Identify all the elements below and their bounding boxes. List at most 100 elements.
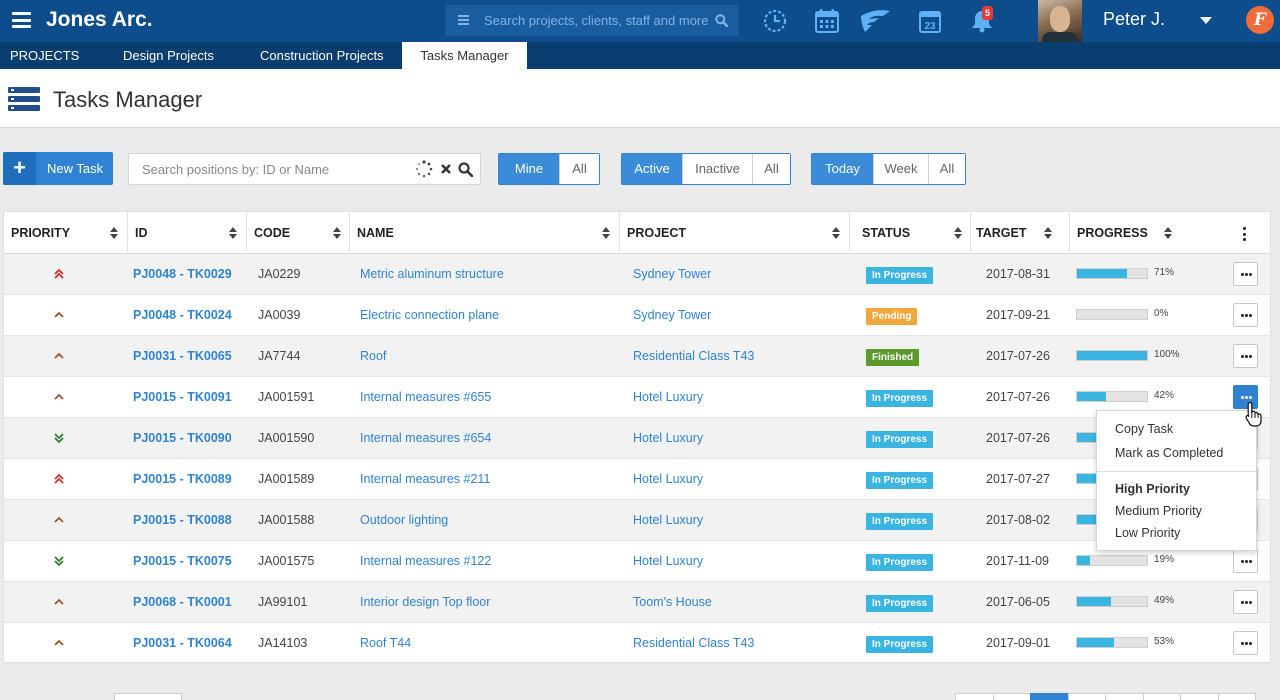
filter-state-all[interactable]: All <box>752 154 790 184</box>
task-id-link[interactable]: PJ0015 - TK0088 <box>133 513 232 527</box>
column-header-code[interactable]: CODE <box>246 212 349 254</box>
menu-mark-completed[interactable]: Mark as Completed <box>1115 446 1224 460</box>
project-link[interactable]: Hotel Luxury <box>633 554 704 568</box>
avatar[interactable] <box>1038 0 1082 42</box>
column-header-name[interactable]: NAME <box>349 212 619 254</box>
column-header-priority[interactable]: PRIORITY <box>4 212 127 254</box>
task-name-link[interactable]: Internal measures #655 <box>360 390 492 404</box>
page-button[interactable] <box>1180 693 1219 700</box>
menu-medium-priority[interactable]: Medium Priority <box>1115 504 1202 518</box>
project-link[interactable]: Hotel Luxury <box>633 390 704 404</box>
global-search-placeholder[interactable]: Search projects, clients, staff and more <box>484 13 709 28</box>
column-header-project[interactable]: PROJECT <box>619 212 849 254</box>
new-task-button[interactable]: + New Task <box>3 152 113 185</box>
column-header-status[interactable]: STATUS <box>849 212 970 254</box>
row-actions-button[interactable] <box>1233 385 1258 409</box>
page-button[interactable] <box>1105 693 1144 700</box>
task-name-link[interactable]: Metric aluminum structure <box>360 267 504 281</box>
task-id-link[interactable]: PJ0048 - TK0029 <box>133 267 232 281</box>
project-link[interactable]: Residential Class T43 <box>633 349 755 363</box>
project-link[interactable]: Hotel Luxury <box>633 513 704 527</box>
sort-icon[interactable] <box>1164 227 1172 239</box>
project-link[interactable]: Hotel Luxury <box>633 431 704 445</box>
page-button[interactable] <box>1217 693 1256 700</box>
menu-copy-task[interactable]: Copy Task <box>1115 422 1174 436</box>
column-header-progress[interactable]: PROGRESS <box>1069 212 1270 254</box>
search-icon[interactable] <box>715 14 728 27</box>
row-actions-button[interactable] <box>1233 303 1258 327</box>
task-id-link[interactable]: PJ0031 - TK0064 <box>133 636 232 650</box>
task-name-link[interactable]: Outdoor lighting <box>360 513 449 527</box>
task-search-input[interactable] <box>129 154 409 184</box>
task-id-link[interactable]: PJ0048 - TK0024 <box>133 308 232 322</box>
table-row[interactable]: PJ0048 - TK0024 JA0039 Electric connection… <box>4 295 1270 336</box>
filter-active[interactable]: Active <box>622 154 682 184</box>
search-icon[interactable] <box>458 162 473 177</box>
kebab-icon[interactable] <box>1243 227 1247 241</box>
page-button[interactable] <box>1067 693 1106 700</box>
calendar-day-icon[interactable]: 23 <box>919 8 941 34</box>
table-row[interactable]: PJ0048 - TK0029 JA0229 Metric aluminum str… <box>4 254 1270 295</box>
table-row[interactable]: PJ0031 - TK0065 JA7744 Roof Residential Cla… <box>4 336 1270 377</box>
project-link[interactable]: Sydney Tower <box>633 267 712 281</box>
sort-icon[interactable] <box>954 227 962 239</box>
sort-icon[interactable] <box>333 227 341 239</box>
page-button[interactable] <box>955 693 994 700</box>
task-name-link[interactable]: Interior design Top floor <box>360 595 491 609</box>
project-link[interactable]: Sydney Tower <box>633 308 712 322</box>
filter-inactive[interactable]: Inactive <box>682 154 752 184</box>
column-header-target[interactable]: TARGET <box>970 212 1069 254</box>
sort-icon[interactable] <box>110 227 118 239</box>
task-name-link[interactable]: Roof <box>360 349 387 363</box>
filter-today[interactable]: Today <box>812 154 873 184</box>
caret-down-icon[interactable] <box>1200 17 1212 24</box>
sort-icon[interactable] <box>832 227 840 239</box>
page-size-select[interactable] <box>114 693 182 700</box>
menu-high-priority[interactable]: High Priority <box>1115 482 1191 496</box>
clear-icon[interactable] <box>440 163 452 175</box>
task-name-link[interactable]: Internal measures #654 <box>360 431 492 445</box>
sort-icon[interactable] <box>229 227 237 239</box>
filter-time-all[interactable]: All <box>928 154 965 184</box>
task-name-link[interactable]: Roof T44 <box>360 636 412 650</box>
menu-icon[interactable] <box>12 12 31 28</box>
task-id-link[interactable]: PJ0015 - TK0089 <box>133 472 232 486</box>
wing-icon[interactable] <box>859 8 891 34</box>
clock-icon[interactable] <box>761 8 789 34</box>
column-header-id[interactable]: ID <box>127 212 246 254</box>
task-id-link[interactable]: PJ0015 - TK0090 <box>133 431 232 445</box>
tab-tasks-manager[interactable]: Tasks Manager <box>402 42 527 69</box>
calendar-icon[interactable] <box>815 8 839 34</box>
sort-icon[interactable] <box>1044 227 1052 239</box>
row-actions-button[interactable] <box>1233 631 1258 655</box>
row-actions-button[interactable] <box>1233 549 1258 573</box>
task-id-link[interactable]: PJ0015 - TK0091 <box>133 390 232 404</box>
table-row[interactable]: PJ0015 - TK0089 JA001589 Internal measures… <box>4 459 1270 500</box>
table-row[interactable]: PJ0015 - TK0075 JA001575 Internal measures… <box>4 541 1270 582</box>
project-link[interactable]: Hotel Luxury <box>633 472 704 486</box>
tab-design-projects[interactable]: Design Projects <box>123 48 215 63</box>
table-row[interactable]: PJ0031 - TK0064 JA14103 Roof T44 Residentia… <box>4 623 1270 664</box>
page-button-current[interactable] <box>1030 693 1069 700</box>
table-row[interactable]: PJ0015 - TK0090 JA001590 Internal measures… <box>4 418 1270 459</box>
sort-icon[interactable] <box>602 227 610 239</box>
brand-name[interactable]: Jones Arc. <box>46 8 153 31</box>
global-search[interactable]: Search projects, clients, staff and more <box>445 5 739 36</box>
project-link[interactable]: Residential Class T43 <box>633 636 755 650</box>
filter-owner-all[interactable]: All <box>559 154 599 184</box>
task-id-link[interactable]: PJ0068 - TK0001 <box>133 595 232 609</box>
table-row[interactable]: PJ0068 - TK0001 JA99101 Interior design To… <box>4 582 1270 623</box>
row-actions-button[interactable] <box>1233 344 1258 368</box>
task-name-link[interactable]: Internal measures #211 <box>360 472 491 486</box>
page-button[interactable] <box>1142 693 1181 700</box>
task-name-link[interactable]: Electric connection plane <box>360 308 499 322</box>
menu-low-priority[interactable]: Low Priority <box>1115 526 1181 540</box>
filter-week[interactable]: Week <box>873 154 928 184</box>
tab-projects[interactable]: PROJECTS <box>10 48 80 63</box>
table-row[interactable]: PJ0015 - TK0091 JA001591 Internal measures… <box>4 377 1270 418</box>
row-actions-button[interactable] <box>1233 262 1258 286</box>
filter-mine[interactable]: Mine <box>499 154 559 184</box>
user-name[interactable]: Peter J. <box>1103 9 1166 29</box>
table-row[interactable]: PJ0015 - TK0088 JA001588 Outdoor lighting H… <box>4 500 1270 541</box>
task-id-link[interactable]: PJ0015 - TK0075 <box>133 554 232 568</box>
